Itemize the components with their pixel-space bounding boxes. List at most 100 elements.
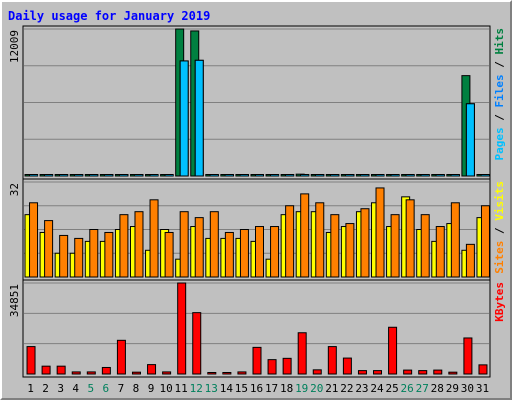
bar-bottom-kbytes-day-22	[342, 357, 352, 375]
bar-top-pages-day-18	[285, 174, 295, 177]
bar-middle-sites-day-26	[405, 199, 415, 278]
x-tick-label-5: 5	[87, 382, 94, 395]
bar-bottom-kbytes-day-4	[71, 371, 81, 375]
x-tick-label-24: 24	[370, 382, 384, 395]
bar-bottom-kbytes-day-11	[177, 282, 187, 375]
bar-middle-sites-day-15	[239, 229, 249, 278]
bar-bottom-kbytes-day-29	[448, 371, 458, 375]
bar-middle-sites-day-28	[435, 226, 445, 278]
bar-bottom-kbytes-day-28	[433, 369, 443, 375]
bar-middle-sites-day-22	[345, 223, 355, 278]
x-tick-label-20: 20	[310, 382, 323, 395]
bar-top-pages-day-7	[119, 174, 129, 177]
bar-top-pages-day-9	[149, 174, 159, 177]
bar-top-pages-day-26	[405, 174, 415, 177]
x-tick-label-29: 29	[446, 382, 459, 395]
x-tick-label-26: 26	[401, 382, 414, 395]
legend-item: Pages	[493, 127, 506, 160]
legend-item: /	[493, 108, 506, 128]
bar-top-pages-day-24	[375, 174, 385, 177]
bar-top-pages-day-16	[255, 174, 264, 177]
x-tick-label-14: 14	[220, 382, 234, 395]
bar-middle-sites-day-25	[390, 214, 400, 278]
bar-middle-sites-day-6	[104, 231, 114, 278]
bar-bottom-kbytes-day-24	[373, 370, 383, 375]
x-tick-label-10: 10	[159, 382, 172, 395]
bar-middle-sites-day-19	[300, 193, 310, 278]
bar-top-pages-day-6	[104, 174, 114, 177]
bar-top-pages-day-23	[360, 174, 370, 177]
bar-top-pages-day-1	[29, 174, 39, 177]
legend-item: Visits	[493, 181, 506, 221]
bar-middle-sites-day-11	[179, 211, 189, 278]
bar-top-pages-day-28	[435, 174, 445, 177]
bar-top-pages-day-29	[450, 174, 460, 177]
x-tick-label-3: 3	[57, 382, 64, 395]
bar-top-pages-day-21	[330, 174, 340, 177]
bar-middle-sites-day-27	[420, 214, 430, 278]
bar-bottom-kbytes-day-2	[41, 365, 51, 375]
bar-bottom-kbytes-day-20	[312, 369, 322, 375]
bar-top-pages-day-3	[59, 174, 69, 177]
bar-middle-sites-day-13	[209, 211, 219, 278]
x-tick-label-18: 18	[280, 382, 293, 395]
bar-bottom-kbytes-day-27	[418, 370, 428, 375]
bar-bottom-kbytes-day-15	[237, 371, 247, 375]
bar-bottom-kbytes-day-13	[207, 372, 217, 375]
bar-middle-sites-day-3	[59, 234, 69, 278]
x-tick-label-27: 27	[416, 382, 429, 395]
bar-top-pages-day-27	[420, 174, 430, 177]
bar-middle-sites-day-12	[194, 217, 204, 278]
bar-top-pages-day-17	[270, 174, 280, 177]
x-tick-label-23: 23	[355, 382, 368, 395]
bar-bottom-kbytes-day-18	[282, 357, 292, 375]
legend-item: KBytes	[493, 282, 506, 322]
legend-bottom: KBytes	[493, 282, 506, 322]
bar-middle-sites-day-31	[480, 205, 490, 278]
x-tick-label-9: 9	[148, 382, 155, 395]
bar-top-pages-day-8	[134, 174, 144, 177]
x-tick-label-19: 19	[295, 382, 308, 395]
x-tick-label-16: 16	[250, 382, 263, 395]
legend-item: Sites	[493, 241, 506, 274]
bar-bottom-kbytes-day-5	[86, 371, 96, 375]
bar-middle-sites-day-14	[224, 231, 234, 278]
bar-middle-sites-day-2	[44, 220, 54, 278]
legend-item: /	[493, 55, 506, 75]
bar-bottom-kbytes-day-12	[192, 312, 202, 375]
bar-middle-sites-day-10	[164, 231, 174, 278]
x-tick-label-1: 1	[27, 382, 34, 395]
x-tick-label-17: 17	[265, 382, 278, 395]
bar-top-pages-day-13	[209, 174, 219, 177]
x-tick-label-13: 13	[205, 382, 218, 395]
legend-item: Files	[493, 74, 506, 107]
bar-middle-sites-day-17	[270, 226, 280, 278]
x-tick-label-30: 30	[461, 382, 474, 395]
bar-middle-sites-day-20	[315, 202, 325, 278]
bar-middle-sites-day-8	[134, 211, 144, 278]
bar-bottom-kbytes-day-23	[357, 370, 367, 375]
bar-bottom-kbytes-day-26	[403, 369, 413, 375]
bar-bottom-kbytes-day-21	[327, 346, 337, 375]
scale-label-top: 12009	[8, 30, 21, 63]
legend-top: Pages / Files / Hits	[493, 28, 506, 161]
scale-label-middle: 32	[8, 183, 21, 196]
x-tick-label-8: 8	[133, 382, 140, 395]
bar-bottom-kbytes-day-10	[162, 371, 172, 375]
chart-title: Daily usage for January 2019	[8, 9, 210, 23]
x-tick-label-7: 7	[118, 382, 125, 395]
bar-top-pages-day-15	[239, 174, 249, 177]
bar-middle-sites-day-5	[89, 229, 99, 278]
bar-top-pages-day-10	[164, 174, 174, 177]
bar-top-pages-day-12	[194, 59, 204, 177]
bar-middle-sites-day-24	[375, 187, 385, 278]
bar-top-pages-day-14	[224, 174, 234, 177]
x-tick-label-11: 11	[175, 382, 188, 395]
legend-item: /	[493, 221, 506, 241]
bar-bottom-kbytes-day-14	[222, 372, 232, 375]
bar-middle-sites-day-23	[360, 208, 370, 278]
bar-bottom-kbytes-day-3	[56, 365, 66, 375]
bar-middle-sites-day-16	[255, 226, 264, 278]
bar-top-pages-day-11	[179, 60, 189, 177]
x-tick-label-31: 31	[476, 382, 489, 395]
